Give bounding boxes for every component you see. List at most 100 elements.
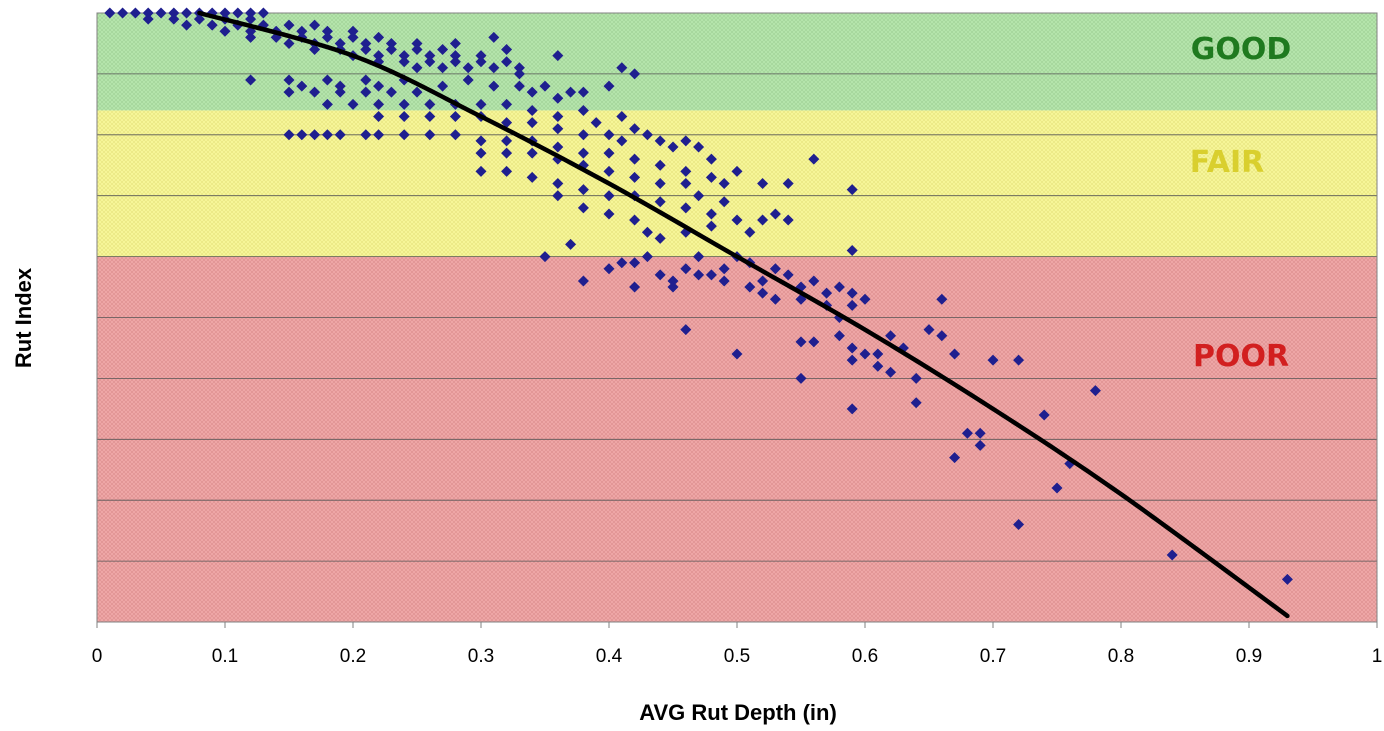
data-point — [552, 178, 564, 190]
trend-line — [197, 10, 1290, 619]
data-point — [526, 117, 538, 129]
data-point — [552, 123, 564, 135]
data-point — [757, 178, 769, 190]
data-point — [1166, 549, 1178, 561]
data-point — [885, 366, 897, 378]
data-point — [424, 56, 436, 68]
data-point — [680, 263, 692, 275]
data-point — [629, 153, 641, 165]
band-good — [97, 13, 1377, 111]
data-point — [1051, 482, 1063, 494]
data-point — [1281, 573, 1293, 585]
data-point — [603, 263, 615, 275]
data-point — [360, 129, 372, 141]
data-point — [321, 25, 333, 37]
data-point — [475, 135, 487, 147]
data-point — [373, 129, 385, 141]
data-point — [641, 226, 653, 238]
data-point — [449, 37, 461, 49]
data-point — [475, 147, 487, 159]
data-point — [360, 44, 372, 56]
data-point — [603, 80, 615, 92]
data-point — [475, 56, 487, 68]
data-point — [437, 62, 449, 74]
data-point — [616, 135, 628, 147]
data-point — [654, 135, 666, 147]
data-point — [769, 263, 781, 275]
data-point — [424, 111, 436, 123]
horizontal-gridlines — [97, 73, 1377, 562]
data-point — [577, 129, 589, 141]
data-point — [296, 129, 308, 141]
data-point — [718, 263, 730, 275]
data-point — [398, 50, 410, 62]
data-point — [552, 92, 564, 104]
data-point — [846, 354, 858, 366]
data-point — [987, 354, 999, 366]
data-point — [629, 281, 641, 293]
data-points — [104, 7, 1293, 585]
data-point — [373, 111, 385, 123]
data-point — [629, 214, 641, 226]
data-point — [846, 342, 858, 354]
data-point — [603, 129, 615, 141]
data-point — [373, 31, 385, 43]
data-point — [667, 281, 679, 293]
data-point — [846, 287, 858, 299]
data-point — [398, 98, 410, 110]
data-point — [603, 190, 615, 202]
data-point — [424, 98, 436, 110]
data-point — [833, 281, 845, 293]
x-tick-label: 0.6 — [852, 646, 878, 667]
data-point — [923, 324, 935, 336]
data-point — [641, 251, 653, 263]
data-point — [693, 251, 705, 263]
data-point — [590, 117, 602, 129]
data-point — [309, 129, 321, 141]
data-point — [398, 129, 410, 141]
data-point — [283, 37, 295, 49]
x-tick-label: 0.7 — [980, 646, 1006, 667]
data-point — [629, 257, 641, 269]
data-point — [155, 7, 167, 19]
data-point — [782, 178, 794, 190]
data-point — [757, 287, 769, 299]
data-point — [488, 31, 500, 43]
data-point — [565, 238, 577, 250]
data-point — [360, 37, 372, 49]
data-point — [680, 324, 692, 336]
data-point — [283, 74, 295, 86]
data-point — [245, 74, 257, 86]
band-label-poor: POOR — [1193, 339, 1289, 374]
data-point — [437, 80, 449, 92]
data-point — [808, 336, 820, 348]
data-point — [449, 129, 461, 141]
x-tick-label: 0.4 — [596, 646, 623, 667]
data-point — [616, 257, 628, 269]
data-point — [385, 86, 397, 98]
data-point — [974, 427, 986, 439]
data-point — [475, 50, 487, 62]
x-axis-title: AVG Rut Depth (in) — [639, 700, 837, 725]
data-point — [309, 19, 321, 31]
data-point — [693, 190, 705, 202]
data-point — [501, 98, 513, 110]
data-point — [501, 44, 513, 56]
data-point — [385, 37, 397, 49]
data-point — [705, 153, 717, 165]
data-point — [309, 86, 321, 98]
data-point — [539, 251, 551, 263]
data-point — [910, 397, 922, 409]
data-point — [449, 50, 461, 62]
data-point — [654, 178, 666, 190]
data-point — [1038, 409, 1050, 421]
data-point — [936, 293, 948, 305]
data-point — [731, 214, 743, 226]
data-point — [206, 19, 218, 31]
data-point — [577, 184, 589, 196]
data-point — [411, 86, 423, 98]
data-point — [385, 44, 397, 56]
y-axis-title: Rut Index — [11, 267, 36, 368]
data-point — [680, 165, 692, 177]
data-point — [488, 62, 500, 74]
